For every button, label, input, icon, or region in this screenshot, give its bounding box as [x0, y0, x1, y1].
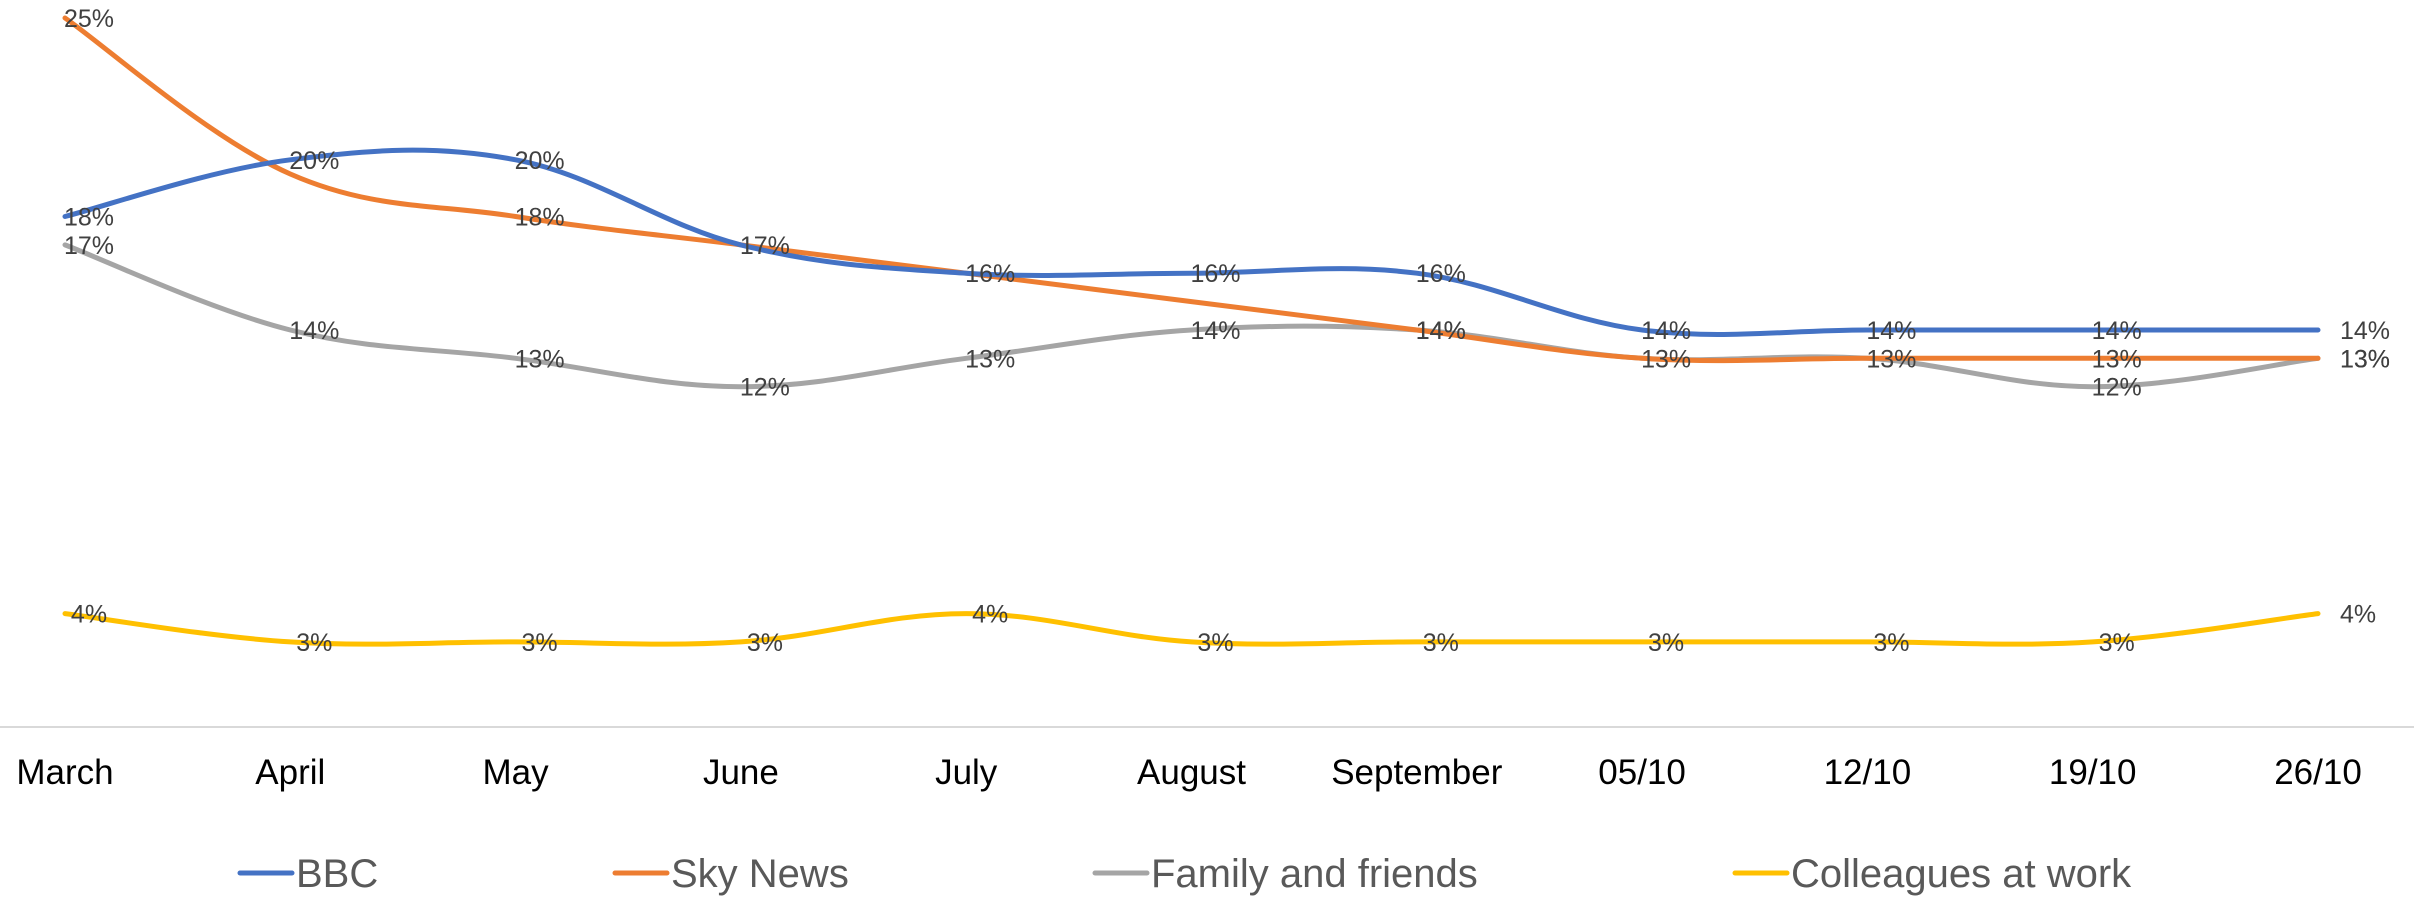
legend-item-bbc: BBC — [237, 852, 378, 896]
series-line-colleagues-at-work — [62, 611, 2321, 647]
data-label-family-and-friends: 13% — [1641, 345, 1691, 373]
data-label-colleagues-at-work: 3% — [296, 629, 332, 657]
data-label-bbc: 16% — [1416, 260, 1466, 288]
x-tick-label: 26/10 — [2274, 753, 2362, 792]
x-tick-label: August — [1137, 753, 1246, 792]
x-tick-label: May — [483, 753, 550, 792]
x-axis-ticks: March April May June July August September 05/1… — [16, 753, 2361, 792]
legend-label: BBC — [296, 852, 378, 896]
x-tick-label: 05/10 — [1598, 753, 1686, 792]
x-tick-label: March — [16, 753, 113, 792]
data-label-bbc: 14% — [2340, 317, 2390, 345]
data-label-sky-news: 13% — [2340, 345, 2390, 373]
data-label-colleagues-at-work: 3% — [1423, 629, 1459, 657]
data-label-family-and-friends: 17% — [64, 232, 114, 260]
data-labels: 18%20% 20%16% 16% 16%14% 14% 14% 14%25%18%17%1… — [64, 5, 2390, 657]
x-tick-label: 19/10 — [2049, 753, 2137, 792]
data-label-colleagues-at-work: 3% — [1197, 629, 1233, 657]
data-label-colleagues-at-work: 4% — [2340, 601, 2376, 629]
data-label-family-and-friends: 13% — [2340, 345, 2390, 373]
data-label-colleagues-at-work: 3% — [2099, 629, 2135, 657]
plot-area — [62, 15, 2321, 647]
data-label-sky-news: 14% — [1416, 317, 1466, 345]
data-label-family-and-friends: 14% — [1190, 317, 1240, 345]
data-label-colleagues-at-work: 3% — [1873, 629, 1909, 657]
legend: BBC Sky News Family and friends Colleagues … — [237, 852, 2132, 896]
data-label-sky-news: 13% — [2092, 345, 2142, 373]
data-label-sky-news: 25% — [64, 5, 114, 33]
data-label-sky-news: 18% — [515, 204, 565, 232]
x-tick-label: 12/10 — [1824, 753, 1912, 792]
data-label-colleagues-at-work: 3% — [747, 629, 783, 657]
data-label-colleagues-at-work: 3% — [522, 629, 558, 657]
series-line-bbc — [62, 147, 2321, 338]
x-tick-label: July — [935, 753, 998, 792]
legend-label: Colleagues at work — [1791, 852, 2132, 896]
series-line-sky-news — [62, 15, 2321, 364]
data-label-bbc: 20% — [289, 147, 339, 175]
legend-item-colleagues-at-work: Colleagues at work — [1732, 852, 2132, 896]
data-label-family-and-friends: 13% — [965, 345, 1015, 373]
data-label-family-and-friends: 14% — [289, 317, 339, 345]
legend-item-sky-news: Sky News — [612, 852, 849, 896]
data-label-bbc: 16% — [965, 260, 1015, 288]
data-label-family-and-friends: 13% — [515, 345, 565, 373]
x-tick-label: April — [255, 753, 325, 792]
data-label-family-and-friends: 12% — [740, 374, 790, 402]
legend-label: Sky News — [671, 852, 849, 896]
data-label-colleagues-at-work: 3% — [1648, 629, 1684, 657]
data-label-bbc: 14% — [2092, 317, 2142, 345]
data-label-sky-news: 17% — [740, 232, 790, 260]
x-tick-label: September — [1331, 753, 1503, 792]
data-label-bbc: 20% — [515, 147, 565, 175]
data-label-colleagues-at-work: 4% — [71, 601, 107, 629]
data-label-bbc: 14% — [1641, 317, 1691, 345]
data-label-colleagues-at-work: 4% — [972, 601, 1008, 629]
data-label-family-and-friends: 14% — [1416, 317, 1466, 345]
data-label-bbc: 16% — [1190, 260, 1240, 288]
legend-label: Family and friends — [1151, 852, 1478, 896]
series-line-family-and-friends — [62, 242, 2321, 390]
data-label-family-and-friends: 12% — [2092, 374, 2142, 402]
data-label-family-and-friends: 13% — [1866, 345, 1916, 373]
x-tick-label: June — [703, 753, 779, 792]
legend-item-family-and-friends: Family and friends — [1092, 852, 1478, 896]
data-label-bbc: 18% — [64, 204, 114, 232]
data-label-bbc: 14% — [1866, 317, 1916, 345]
